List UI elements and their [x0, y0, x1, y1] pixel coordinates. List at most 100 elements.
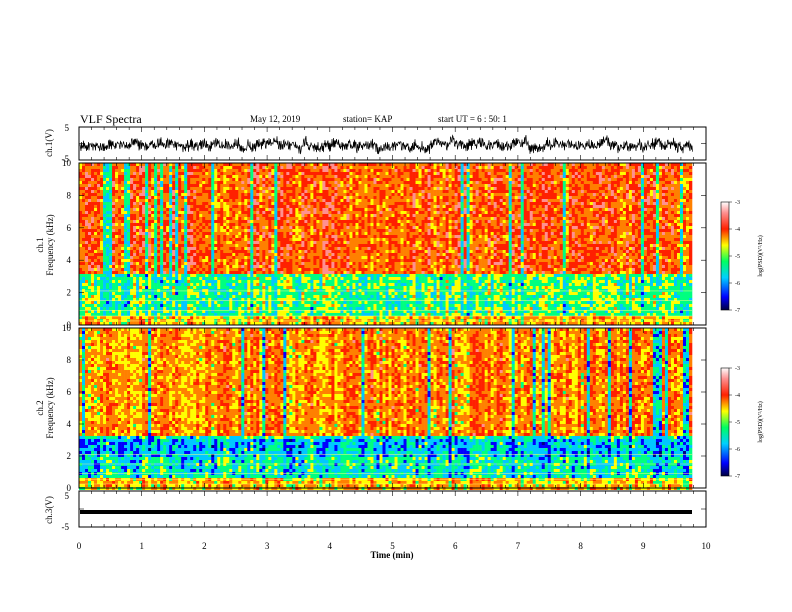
spectrogram-cell [211, 247, 214, 250]
spectrogram-cell [82, 166, 85, 169]
spectrogram-cell [157, 199, 160, 202]
spectrogram-cell [295, 196, 298, 199]
spectrogram-cell [148, 316, 151, 319]
spectrogram-cell [229, 265, 232, 268]
spectrogram-cell [106, 283, 109, 286]
spectrogram-cell [253, 244, 256, 247]
spectrogram-cell [214, 307, 217, 310]
spectrogram-cell [238, 181, 241, 184]
spectrogram-cell [304, 187, 307, 190]
spectrogram-cell [220, 172, 223, 175]
spectrogram-cell [151, 238, 154, 241]
spectrogram-cell [262, 220, 265, 223]
spectrogram-cell [211, 193, 214, 196]
spectrogram-cell [259, 304, 262, 307]
spectrogram-cell [298, 313, 301, 316]
spectrogram-cell [169, 199, 172, 202]
spectrogram-cell [97, 247, 100, 250]
spectrogram-cell [295, 184, 298, 187]
spectrogram-cell [190, 316, 193, 319]
spectrogram-cell [202, 223, 205, 226]
spectrogram-cell [253, 250, 256, 253]
spectrogram-cell [229, 316, 232, 319]
spectrogram-cell [343, 181, 346, 184]
spectrogram-cell [88, 319, 91, 322]
spectrogram-cell [274, 229, 277, 232]
spectrogram-cell [130, 307, 133, 310]
spectrogram-cell [178, 268, 181, 271]
spectrogram-cell [274, 289, 277, 292]
spectrogram-cell [130, 274, 133, 277]
spectrogram-cell [241, 187, 244, 190]
spectrogram-cell [91, 262, 94, 265]
spectrogram-cell [283, 256, 286, 259]
spectrogram-cell [268, 256, 271, 259]
spectrogram-cell [91, 319, 94, 322]
spectrogram-cell [112, 256, 115, 259]
spectrogram-cell [217, 259, 220, 262]
spectrogram-cell [235, 292, 238, 295]
spectrogram-cell [118, 265, 121, 268]
spectrogram-cell [154, 166, 157, 169]
spectrogram-cell [136, 259, 139, 262]
spectrogram-cell [139, 271, 142, 274]
spectrogram-cell [88, 235, 91, 238]
spectrogram-cell [178, 202, 181, 205]
spectrogram-cell [85, 178, 88, 181]
spectrogram-cell [91, 214, 94, 217]
spectrogram-cell [190, 313, 193, 316]
spectrogram-cell [238, 283, 241, 286]
spectrogram-cell [250, 295, 253, 298]
spectrogram-cell [223, 268, 226, 271]
spectrogram-cell [190, 214, 193, 217]
spectrogram-cell [178, 217, 181, 220]
spectrogram-cell [229, 304, 232, 307]
spectrogram-cell [82, 295, 85, 298]
spectrogram-cell [112, 319, 115, 322]
spectrogram-cell [307, 250, 310, 253]
spectrogram-cell [262, 190, 265, 193]
spectrogram-cell [127, 313, 130, 316]
spectrogram-cell [280, 301, 283, 304]
spectrogram-cell [259, 277, 262, 280]
spectrogram-cell [124, 205, 127, 208]
spectrogram-cell [268, 238, 271, 241]
spectrogram-cell [97, 175, 100, 178]
spectrogram-cell [337, 217, 340, 220]
spectrogram-cell [130, 304, 133, 307]
spectrogram-cell [274, 268, 277, 271]
spectrogram-cell [187, 178, 190, 181]
spectrogram-cell [319, 307, 322, 310]
spectrogram-cell [211, 277, 214, 280]
spectrogram-cell [229, 283, 232, 286]
spectrogram-cell [112, 259, 115, 262]
spectrogram-cell [292, 274, 295, 277]
spectrogram-cell [133, 286, 136, 289]
spectrogram-cell [154, 217, 157, 220]
spectrogram-cell [250, 205, 253, 208]
spectrogram-cell [106, 205, 109, 208]
spectrogram-cell [109, 208, 112, 211]
spectrogram-cell [133, 256, 136, 259]
spectrogram-cell [328, 181, 331, 184]
spectrogram-cell [178, 181, 181, 184]
spectrogram-cell [289, 301, 292, 304]
spectrogram-cell [208, 226, 211, 229]
spectrogram-cell [307, 268, 310, 271]
spectrogram-cell [235, 223, 238, 226]
spectrogram-cell [124, 220, 127, 223]
spectrogram-cell [184, 277, 187, 280]
spectrogram-cell [175, 286, 178, 289]
spectrogram-cell [334, 265, 337, 268]
spectrogram-cell [241, 232, 244, 235]
spectrogram-cell [301, 271, 304, 274]
spectrogram-cell [190, 166, 193, 169]
spectrogram-cell [109, 223, 112, 226]
spectrogram-cell [253, 307, 256, 310]
spectrogram-cell [160, 295, 163, 298]
spectrogram-cell [118, 250, 121, 253]
spectrogram-cell [121, 253, 124, 256]
spectrogram-cell [244, 268, 247, 271]
spectrogram-cell [118, 223, 121, 226]
spectrogram-cell [88, 256, 91, 259]
